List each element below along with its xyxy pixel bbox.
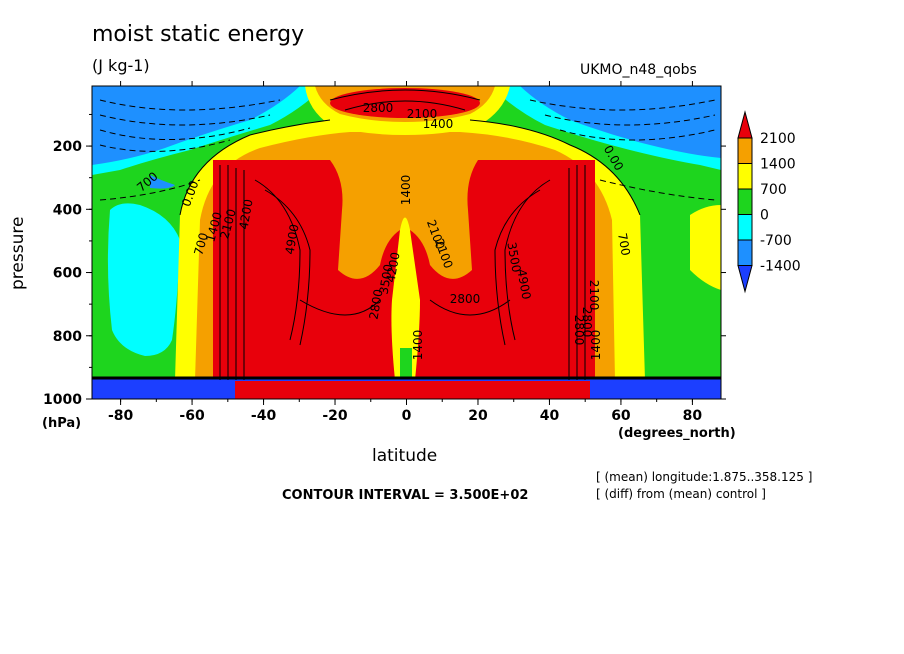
colorbar-swatch xyxy=(737,239,753,266)
plot-field xyxy=(92,86,721,399)
contour-label: 2800 xyxy=(450,292,481,306)
x-tick-label: -40 xyxy=(251,408,277,424)
contour-label: 2800 xyxy=(363,101,394,115)
field-blue-top-left xyxy=(92,86,300,165)
chart-title: moist static energy xyxy=(92,22,305,47)
colorbar: 2100 1400 700 0 -700 -1400 xyxy=(737,110,801,294)
field-cyan-left xyxy=(107,203,180,356)
y-tick-label: 200 xyxy=(53,139,82,155)
y-axis-label: pressure xyxy=(8,216,28,290)
y-tick-label: 800 xyxy=(53,329,82,345)
colorbar-label: 0 xyxy=(760,208,769,224)
x-axis-units: (degrees_north) xyxy=(618,426,736,441)
colorbar-bottom-arrow xyxy=(737,265,753,294)
field-green-blob xyxy=(400,348,412,378)
x-tick-label: -20 xyxy=(322,408,348,424)
colorbar-label: -700 xyxy=(760,233,792,249)
y-tick-label: 1000 xyxy=(43,392,82,408)
contour-label: 4200 xyxy=(384,251,403,284)
contour-label: 1400 xyxy=(589,330,603,361)
colorbar-swatch xyxy=(737,188,753,215)
colorbar-label: -1400 xyxy=(760,259,801,275)
contour-label: 3500 xyxy=(504,241,523,274)
y-tick-label: 600 xyxy=(53,266,82,282)
contour-interval: CONTOUR INTERVAL = 3.500E+02 xyxy=(282,488,529,503)
contour-label: 3500 xyxy=(377,263,396,296)
contour-label: 700 xyxy=(615,232,633,257)
note-longitude: [ (mean) longitude:1.875..358.125 ] xyxy=(596,470,813,484)
contour-label: 2100 xyxy=(407,107,438,121)
colorbar-label: 2100 xyxy=(760,131,796,147)
contour-label: 1400 xyxy=(399,175,413,206)
x-tick-label: -60 xyxy=(179,408,205,424)
x-axis-label: latitude xyxy=(372,446,438,466)
field-red-cap xyxy=(330,88,480,118)
y-tick-label: 400 xyxy=(53,202,82,218)
contour-label: 4900 xyxy=(283,223,302,256)
field-surface-red xyxy=(235,381,590,399)
x-tick-label: -80 xyxy=(108,408,134,424)
contour-label: 4900 xyxy=(514,268,533,301)
colorbar-label: 1400 xyxy=(760,157,796,173)
x-tick-label: 60 xyxy=(611,408,631,424)
contour-label: 4200 xyxy=(237,198,256,231)
contour-label: 2800 xyxy=(367,288,386,321)
contour-label: 1400 xyxy=(423,117,454,131)
contour-lines xyxy=(179,89,641,380)
field-red-right xyxy=(408,160,595,380)
x-tick-label: 20 xyxy=(468,408,488,424)
field-yellow-spike xyxy=(391,217,420,380)
field-blue-spot xyxy=(150,175,175,189)
contour-label: 2800 xyxy=(580,307,594,338)
x-tick-label: 80 xyxy=(683,408,703,424)
contour-label: 2100 xyxy=(587,280,601,311)
note-diff: [ (diff) from (mean) control ] xyxy=(596,487,766,501)
colorbar-top-arrow xyxy=(737,110,753,139)
colorbar-swatch xyxy=(737,163,753,190)
colorbar-swatch xyxy=(737,137,753,164)
x-tick-label: 40 xyxy=(540,408,560,424)
contour-label: 2800 xyxy=(572,315,586,346)
field-blue-top-right xyxy=(520,86,721,158)
x-tick-label: 0 xyxy=(402,408,412,424)
field-red-left xyxy=(213,160,402,380)
colorbar-swatch xyxy=(737,214,753,241)
field-yellow-right xyxy=(690,205,721,290)
chart-units: (J kg-1) xyxy=(92,56,150,75)
run-label: UKMO_n48_qobs xyxy=(580,62,697,78)
axis-layer: -80 -60 -40 -20 0 20 40 60 80 200 400 600 800 1000 xyxy=(43,81,726,424)
contour-label: 1400 xyxy=(411,330,425,361)
contour-label: 700 xyxy=(191,231,210,257)
y-axis-units: (hPa) xyxy=(42,416,82,431)
colorbar-label: 700 xyxy=(760,182,787,198)
negative-contours xyxy=(99,99,716,201)
